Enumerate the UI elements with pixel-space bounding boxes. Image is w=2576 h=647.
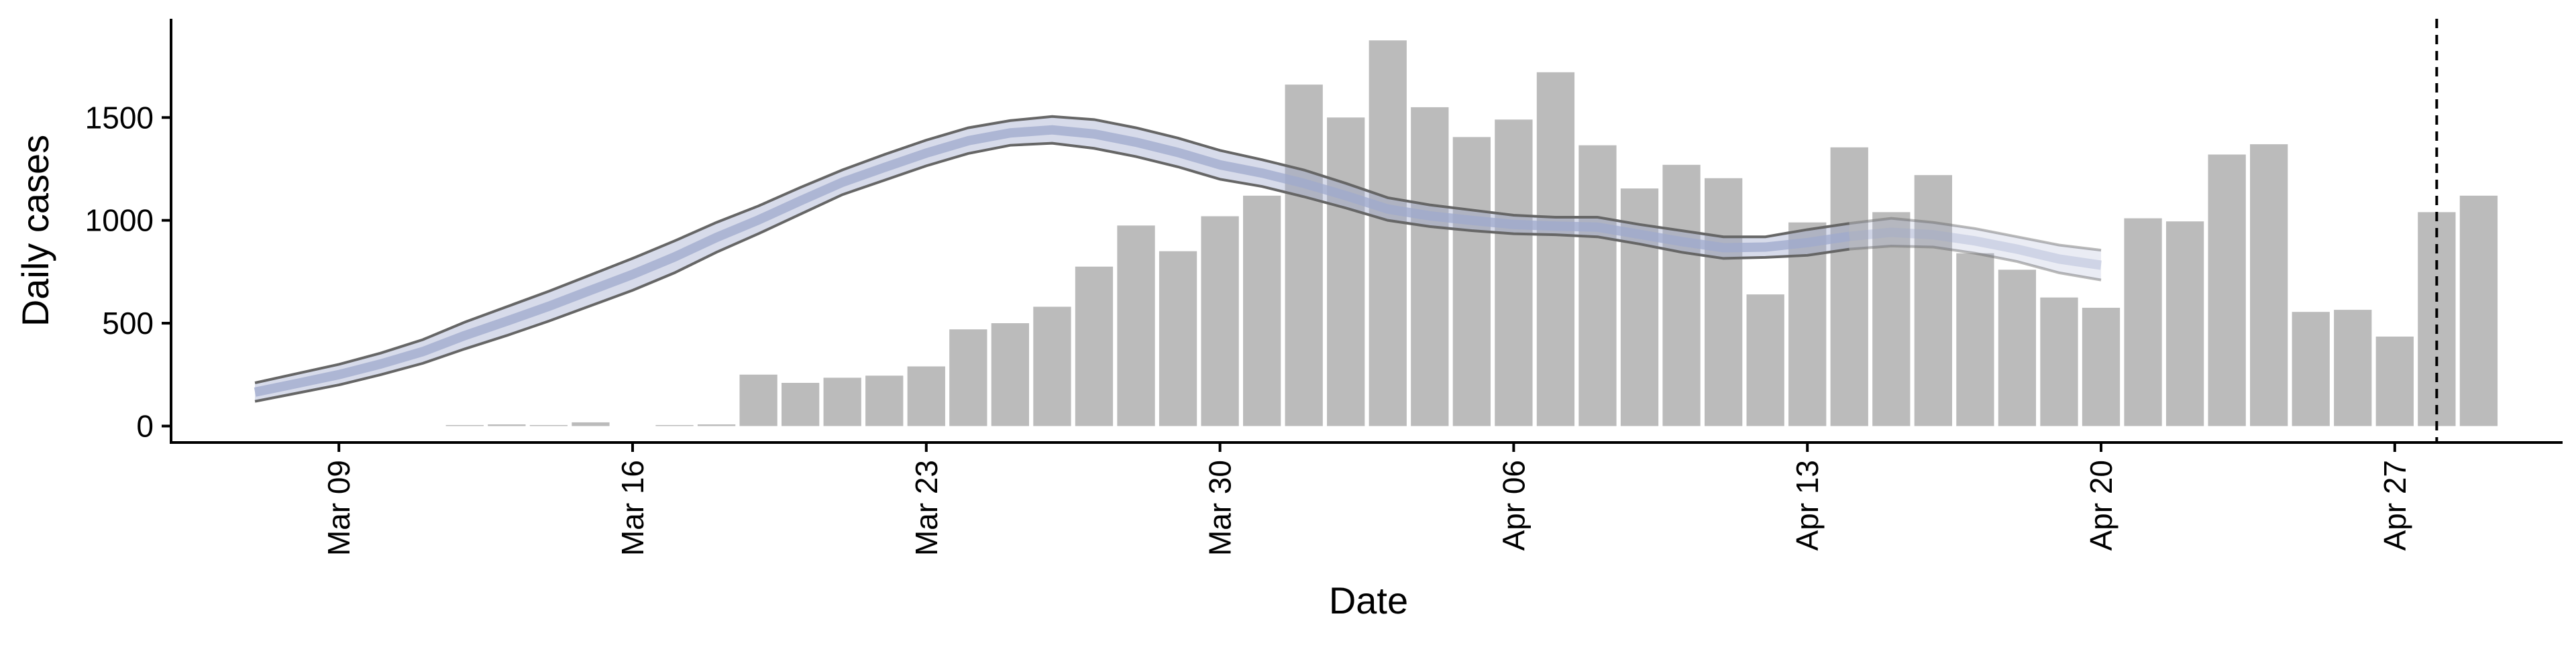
bar [1495, 119, 1533, 426]
forecast-lower-line [1849, 245, 2102, 282]
y-tick-label: 0 [136, 408, 154, 443]
bar [655, 424, 694, 426]
x-tick-label: Apr 06 [1496, 460, 1531, 551]
bar [865, 375, 904, 426]
bar [1998, 270, 2037, 426]
bar [529, 424, 568, 426]
x-axis-title: Date [1329, 579, 1408, 622]
bar [572, 422, 610, 426]
bar [782, 383, 820, 426]
y-tick-label: 1000 [85, 203, 154, 238]
bar [907, 366, 945, 426]
y-axis-title: Daily cases [14, 135, 56, 327]
bar [1075, 266, 1114, 426]
axes-layer: 0 500 1000 1500 Mar 09 Mar 16 Mar 23 Mar 30 Apr … [85, 19, 2563, 556]
bar [1327, 117, 1365, 426]
x-tick-label: Apr 13 [1790, 460, 1825, 551]
bar [445, 424, 484, 426]
forecast-median-line [1849, 227, 2102, 270]
bar [1914, 175, 1952, 426]
estimate-layer [254, 115, 2102, 403]
bar [1830, 147, 1868, 426]
bar [1159, 251, 1197, 426]
estimate-median-line [254, 125, 1850, 397]
bar [2459, 195, 2498, 426]
y-tick-label: 1500 [85, 100, 154, 135]
bar [823, 377, 861, 426]
bar [739, 374, 777, 426]
bar [1536, 72, 1575, 426]
bar [1368, 40, 1407, 426]
forecast-band [1849, 218, 2102, 280]
estimate-lower-line [254, 141, 1850, 403]
bar [1578, 145, 1617, 426]
bar [1117, 225, 1155, 426]
bar [2375, 337, 2414, 426]
bar [1033, 306, 1071, 426]
bar [1411, 107, 1449, 426]
x-tick-label: Mar 16 [615, 460, 650, 556]
bar [1704, 178, 1743, 426]
x-tick-label: Mar 09 [321, 460, 356, 556]
bar [1452, 137, 1491, 426]
bar [2292, 312, 2330, 426]
x-tick-label: Apr 27 [2377, 460, 2412, 551]
bar [1746, 294, 1784, 426]
x-tick-label: Mar 23 [909, 460, 944, 556]
bar [949, 329, 987, 426]
bar [2124, 218, 2162, 426]
bar [2208, 154, 2246, 426]
bar [991, 323, 1030, 426]
bar [2165, 221, 2204, 426]
bar [2082, 308, 2121, 426]
bar [1285, 84, 1323, 426]
bar [1242, 195, 1281, 426]
bar [1956, 253, 1994, 426]
bar [1201, 216, 1239, 426]
bar [1662, 164, 1701, 426]
bar [2250, 144, 2288, 426]
x-tick-label: Mar 30 [1203, 460, 1238, 556]
bar [488, 424, 526, 426]
forecast-upper-line [1849, 217, 2102, 252]
bar [1872, 212, 1911, 426]
bar [2040, 297, 2078, 426]
y-tick-label: 500 [102, 306, 154, 341]
bar [697, 424, 736, 426]
x-tick-label: Apr 20 [2084, 460, 2118, 551]
bar [2334, 310, 2372, 426]
estimate-upper-line [254, 115, 1850, 384]
